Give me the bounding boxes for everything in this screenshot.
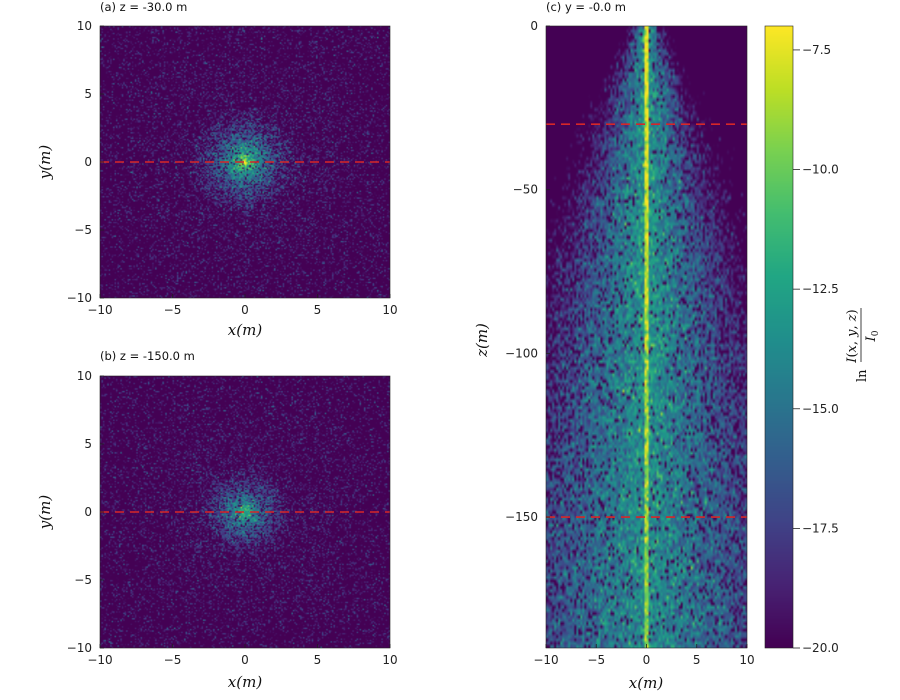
- x-tick-label: −5: [164, 653, 182, 667]
- panel-b-xlabel: x(m): [228, 673, 263, 691]
- svg-text:ln: ln: [855, 369, 870, 382]
- colorbar-tick-label: −10.0: [802, 163, 839, 177]
- colorbar-tick-label: −7.5: [802, 43, 831, 57]
- colorbar-tick-label: −20.0: [802, 641, 839, 655]
- y-tick-label: 0: [84, 505, 92, 519]
- panel-c-ticks: −10 −5 0 5 100−50−100−150: [505, 19, 755, 667]
- y-tick-label: −10: [67, 641, 92, 655]
- y-tick-label: 0: [84, 155, 92, 169]
- y-tick-label: 0: [530, 19, 538, 33]
- colorbar-ticks: −7.5 −10.0 −12.5 −15.0 −17.5 −20.0: [793, 43, 839, 655]
- x-tick-label: 0: [643, 653, 651, 667]
- x-tick-label: 5: [314, 653, 322, 667]
- panel-b-ticks: −10 −5 0 5 10 −10 −5 0 5 10: [67, 369, 398, 667]
- y-tick-label: 5: [84, 87, 92, 101]
- y-tick-label: −10: [67, 291, 92, 305]
- y-tick-label: 10: [77, 369, 92, 383]
- panel-b-ylabel: y(m): [36, 495, 54, 531]
- x-tick-label: 0: [241, 653, 249, 667]
- panel-c: (c) y = -0.0 m −10 −5 0 5 100−50−100−150 x(m…: [473, 0, 755, 692]
- panel-c-cut-lines: [546, 123, 747, 518]
- y-tick-label: 10: [77, 19, 92, 33]
- x-tick-label: 0: [241, 303, 249, 317]
- colorbar-tick-label: −12.5: [802, 282, 839, 296]
- y-tick-label: −150: [505, 510, 538, 524]
- x-tick-label: 10: [382, 653, 397, 667]
- y-tick-label: −5: [74, 573, 92, 587]
- panel-c-xlabel: x(m): [629, 674, 664, 692]
- svg-text:I(x, y, z): I(x, y, z): [845, 309, 860, 363]
- x-tick-label: 5: [314, 303, 322, 317]
- x-tick-label: 5: [693, 653, 701, 667]
- x-tick-label: −5: [587, 653, 605, 667]
- y-tick-label: −5: [74, 223, 92, 237]
- x-tick-label: 10: [382, 303, 397, 317]
- panel-c-ylabel: z(m): [473, 323, 491, 358]
- colorbar-tick-label: −17.5: [802, 521, 839, 535]
- x-tick-label: −10: [533, 653, 558, 667]
- panel-a-xlabel: x(m): [228, 321, 263, 339]
- panel-a-ticks: −10 −5 0 5 10 −10 −5 0 5 10: [67, 19, 398, 317]
- x-tick-label: −10: [87, 653, 112, 667]
- x-tick-label: −10: [87, 303, 112, 317]
- x-tick-label: 10: [739, 653, 754, 667]
- colorbar-gradient: [765, 26, 793, 648]
- panel-a-ylabel: y(m): [36, 145, 54, 181]
- svg-text:I0: I0: [864, 330, 881, 342]
- y-tick-label: 5: [84, 437, 92, 451]
- x-tick-label: −5: [164, 303, 182, 317]
- colorbar-label: ln I(x, y, z) I0: [845, 308, 881, 382]
- colorbar: −7.5 −10.0 −12.5 −15.0 −17.5 −20.0 ln I(x, y,…: [764, 25, 881, 655]
- panel-b: (b) z = -150.0 m −10 −5 0 5 10 −10 −5 0 5 10 x(m)…: [36, 349, 398, 691]
- panel-c-heatmap: [546, 26, 747, 648]
- y-tick-label: −100: [505, 346, 538, 360]
- panel-a-title: (a) z = -30.0 m: [100, 0, 187, 14]
- panel-b-title: (b) z = -150.0 m: [100, 349, 195, 363]
- colorbar-frame: [764, 25, 794, 649]
- panel-c-title: (c) y = -0.0 m: [546, 0, 626, 14]
- y-tick-label: −50: [513, 183, 538, 197]
- colorbar-tick-label: −15.0: [802, 402, 839, 416]
